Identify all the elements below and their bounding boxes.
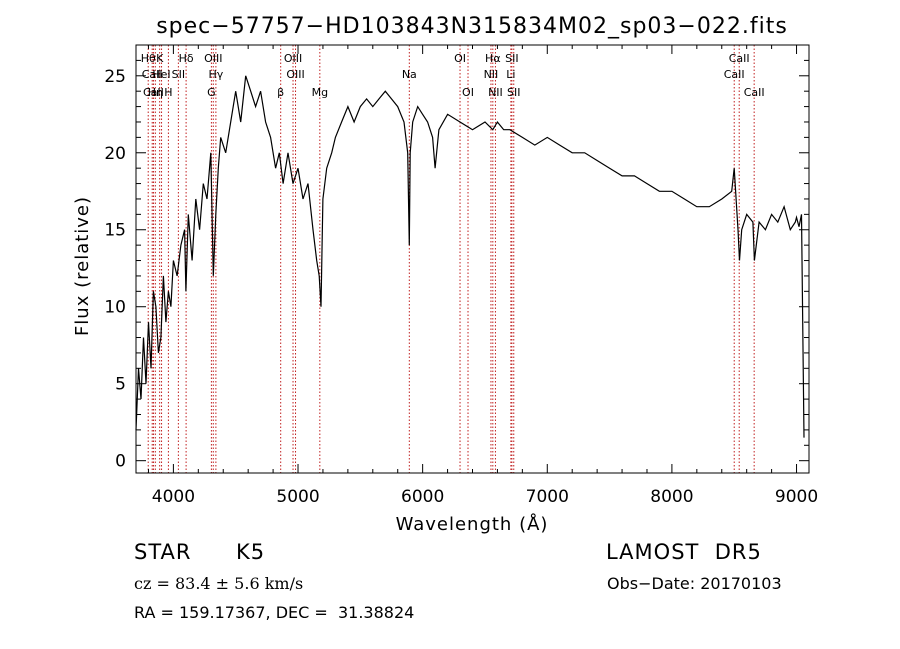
marker-label: H (164, 86, 172, 99)
marker-label: Hγ (208, 68, 223, 81)
x-axis: 4000 5000 6000 7000 8000 9000 (147, 45, 818, 507)
marker-label: CaII (744, 86, 765, 99)
marker-label: Hδ (179, 52, 194, 65)
y-tick-label: 5 (115, 375, 126, 395)
marker-label: CaII (724, 68, 745, 81)
marker-label: NII (484, 68, 499, 81)
x-tick-label: 7000 (526, 487, 569, 507)
marker-label: SII (507, 86, 520, 99)
x-tick-label: 8000 (650, 487, 693, 507)
marker-label: OIII (286, 68, 304, 81)
object-subclass: K5 (236, 540, 266, 564)
marker-label: SII (172, 68, 185, 81)
marker-label: CaII (729, 52, 750, 65)
x-tick-label: 4000 (152, 487, 195, 507)
marker-label: HeI (152, 68, 170, 81)
y-tick-label: 0 (115, 452, 126, 472)
marker-label: OI (454, 52, 466, 65)
marker-label: CaII (142, 68, 163, 81)
y-tick-label: 25 (104, 67, 126, 87)
survey-name: LAMOST DR5 (606, 540, 762, 564)
x-tick-label: 5000 (276, 487, 319, 507)
coordinates: RA = 159.17367, DEC = 31.38824 (134, 603, 415, 622)
marker-label: OIII (204, 52, 222, 65)
marker-label: Li (506, 68, 515, 81)
marker-label: NII (488, 86, 503, 99)
x-tick-label: 6000 (401, 487, 444, 507)
marker-label: β (277, 86, 284, 99)
y-tick-label: 10 (104, 298, 126, 318)
marker-label: Hη (148, 86, 163, 99)
chart-title: spec−57757−HD103843N315834M02_sp03−022.f… (156, 14, 788, 39)
y-tick-label: 20 (104, 144, 126, 164)
x-tick-label: 9000 (775, 487, 818, 507)
marker-label: K (156, 52, 164, 65)
marker-label: CaII (143, 86, 164, 99)
redshift-cz: cz = 83.4 ± 5.6 km/s (134, 574, 304, 593)
marker-label: OI (462, 86, 474, 99)
marker-label: Mg (312, 86, 328, 99)
marker-label: Hα (485, 52, 501, 65)
x-axis-label: Wavelength (Å) (396, 513, 549, 535)
marker-label: G (207, 86, 216, 99)
plot-frame (135, 44, 810, 474)
marker-label: SII (505, 52, 518, 65)
spectral-line-markers (147, 45, 755, 473)
spectrum-series-line (135, 75, 805, 438)
observation-date: Obs−Date: 20170103 (607, 574, 782, 593)
object-class: STAR (134, 540, 192, 564)
marker-label: OIII (284, 52, 302, 65)
y-axis: 0 5 10 15 20 25 (104, 59, 809, 472)
marker-label: Na (402, 68, 417, 81)
y-tick-label: 15 (104, 221, 126, 241)
y-axis-label: Flux (relative) (72, 196, 93, 336)
marker-label: Hθ (141, 52, 156, 65)
